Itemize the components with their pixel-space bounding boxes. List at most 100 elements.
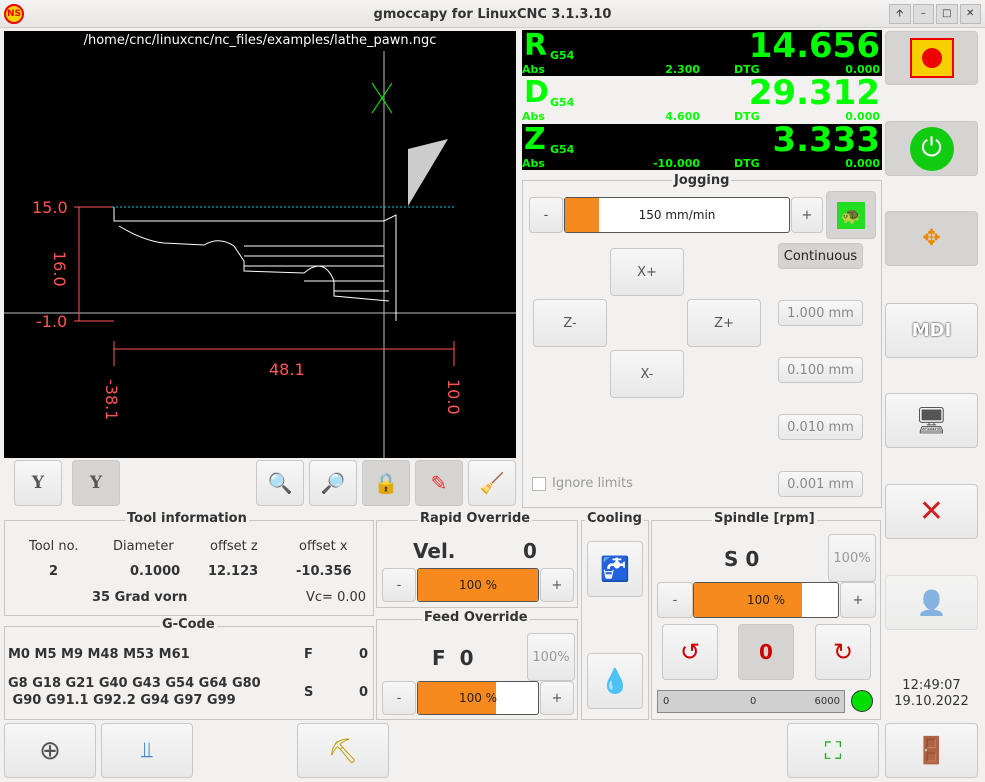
dtg-value: 0.000 xyxy=(845,110,880,123)
spindle-forward-button[interactable]: ↺ xyxy=(662,624,718,680)
settings-button[interactable]: ✕ xyxy=(885,484,978,539)
dim-left: -38.1 xyxy=(102,379,121,420)
jog-speed-minus[interactable]: - xyxy=(529,197,563,233)
rapid-percent: 100 % xyxy=(458,578,498,592)
clear-plot-button[interactable]: 🧹 xyxy=(468,460,516,506)
spindle-plus[interactable]: + xyxy=(840,582,876,618)
increment-1mm[interactable]: 1.000 mm xyxy=(778,300,863,326)
jog-speed-bar[interactable]: 150 mm/min xyxy=(564,197,790,233)
jog-arrows-icon: ✥ xyxy=(922,226,941,251)
rapid-minus[interactable]: - xyxy=(382,568,416,602)
jog-speed-plus[interactable]: + xyxy=(791,197,823,233)
dtg-value: 0.000 xyxy=(845,63,880,76)
jog-speed-fill xyxy=(565,198,599,232)
zoom-in-button[interactable]: 🔍 xyxy=(256,460,304,506)
spindle-reverse-button[interactable]: ↻ xyxy=(815,624,871,680)
abs-value: 2.300 xyxy=(665,63,700,76)
app-logo-icon: NS xyxy=(4,4,24,24)
user-tabs-button[interactable]: 👤 xyxy=(885,575,978,630)
gauge-value: 0 xyxy=(750,696,757,707)
axis-letter: Z xyxy=(524,124,546,157)
mist-button[interactable]: 💧 xyxy=(587,653,643,709)
spindle-stop-icon: 0 xyxy=(759,640,773,664)
turtle-button[interactable]: 🐢 xyxy=(826,191,876,239)
dim-bottom: -1.0 xyxy=(36,312,67,331)
edit-button[interactable]: ✎ xyxy=(415,460,463,506)
increment-0.01mm[interactable]: 0.010 mm xyxy=(778,414,863,440)
jog-z-plus[interactable]: Z+ xyxy=(687,299,761,347)
tool-no: 2 xyxy=(49,564,59,579)
mist-icon: 💧 xyxy=(600,667,630,695)
minimize-button[interactable]: – xyxy=(912,4,934,24)
fullscreen-button[interactable]: ⛶ xyxy=(787,723,879,778)
emergency-stop-button[interactable] xyxy=(885,31,978,85)
maximize-button[interactable]: □ xyxy=(936,4,958,24)
diameter: 0.1000 xyxy=(130,564,181,579)
power-button[interactable]: ⏻ xyxy=(885,121,978,176)
gcode-preview[interactable]: /home/cnc/linuxcnc/nc_files/examples/lat… xyxy=(4,31,516,458)
zoom-out-button[interactable]: 🔎 xyxy=(309,460,357,506)
broom-icon: 🧹 xyxy=(479,471,505,495)
dtg-label: DTG xyxy=(734,157,760,170)
tools-icon: ✕ xyxy=(918,494,945,529)
rapid-override-bar[interactable]: 100 % xyxy=(417,568,539,602)
jog-z-minus[interactable]: Z- xyxy=(533,299,607,347)
feed-label: F xyxy=(304,647,313,662)
dro-d: D G54 29.312 Abs 4.600 DTG 0.000 xyxy=(522,77,882,123)
mdi-button[interactable]: MDI xyxy=(885,303,978,358)
spindle-reset-button[interactable]: 100% xyxy=(828,534,876,582)
rapid-plus[interactable]: + xyxy=(540,568,574,602)
increment-continuous[interactable]: Continuous xyxy=(778,243,863,269)
window-up-button[interactable]: 🡩 xyxy=(889,4,911,24)
lock-view-button[interactable]: 🔒 xyxy=(362,460,410,506)
diameter-label: Diameter xyxy=(113,539,174,554)
ignore-limits-checkbox[interactable]: Ignore limits xyxy=(532,476,633,491)
jog-speed-label: 150 mm/min xyxy=(638,208,716,222)
cooling-title: Cooling xyxy=(585,511,644,526)
spindle-cw-icon: ↻ xyxy=(832,638,854,666)
spindle-stop-button[interactable]: 0 xyxy=(738,624,794,680)
feed-plus[interactable]: + xyxy=(540,681,574,715)
crosshair-icon: ⊕ xyxy=(39,735,61,766)
checkbox-box[interactable] xyxy=(532,476,546,491)
feed-minus[interactable]: - xyxy=(382,681,416,715)
dim-top: 15.0 xyxy=(32,198,68,217)
axis-value: 14.656 xyxy=(748,30,880,66)
power-icon: ⏻ xyxy=(909,126,954,171)
spindle-override-bar[interactable]: 100 % xyxy=(693,582,839,618)
jog-x-plus[interactable]: X+ xyxy=(610,248,684,296)
dim-height: 16.0 xyxy=(50,251,69,287)
tool-change-button[interactable]: ⛏ xyxy=(297,723,389,778)
increment-0.1mm[interactable]: 0.100 mm xyxy=(778,357,863,383)
feed-value: 0 xyxy=(359,647,369,662)
feed-title: Feed Override xyxy=(422,610,530,625)
workpiece-probe-button[interactable]: ⫫ xyxy=(101,723,193,778)
gcode-title: G-Code xyxy=(160,617,217,632)
auto-icon: 🖥 xyxy=(914,405,948,436)
jog-x-minus[interactable]: X- xyxy=(610,350,684,398)
vel-value: 0 xyxy=(523,539,537,563)
coord-system: G54 xyxy=(550,96,575,109)
close-button[interactable]: ✕ xyxy=(959,4,981,24)
rapid-fill xyxy=(418,569,538,601)
view-y2-button[interactable]: Y xyxy=(72,460,120,506)
zoom-out-icon: 🔎 xyxy=(320,471,346,495)
feed-override-bar[interactable]: 100 % xyxy=(417,681,539,715)
manual-mode-button[interactable]: ✥ xyxy=(885,211,978,266)
feed-reset-button[interactable]: 100% xyxy=(527,633,575,681)
touch-off-button[interactable]: ⊕ xyxy=(4,723,96,778)
gauge-min: 0 xyxy=(663,696,670,707)
window-title: gmoccapy for LinuxCNC 3.1.3.10 xyxy=(373,7,612,22)
dro-r: R G54 14.656 Abs 2.300 DTG 0.000 xyxy=(522,30,882,76)
auto-mode-button[interactable]: 🖥 xyxy=(885,393,978,448)
cutting-speed: Vc= 0.00 xyxy=(306,590,367,605)
view-y-button[interactable]: Y xyxy=(14,460,62,506)
spindle-minus[interactable]: - xyxy=(657,582,693,618)
offset-z: 12.123 xyxy=(208,564,259,579)
exit-button[interactable]: 🚪 xyxy=(885,723,978,778)
flood-button[interactable]: 🚰 xyxy=(587,541,643,597)
toolpath-canvas: 15.0 -1.0 48.1 16.0 -38.1 10.0 xyxy=(4,51,516,458)
user-icon: 👤 xyxy=(916,588,947,617)
increment-0.001mm[interactable]: 0.001 mm xyxy=(778,471,863,497)
dtg-label: DTG xyxy=(734,110,760,123)
